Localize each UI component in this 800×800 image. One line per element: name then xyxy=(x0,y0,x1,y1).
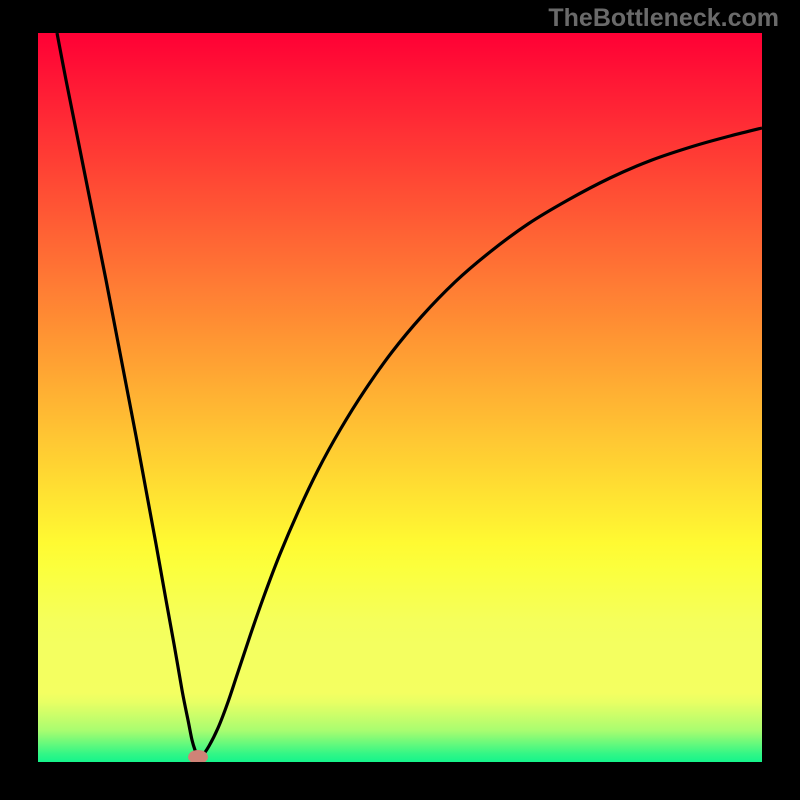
plot-background xyxy=(38,33,762,762)
watermark-text: TheBottleneck.com xyxy=(548,4,779,33)
frame-right xyxy=(762,0,800,800)
frame-left xyxy=(0,0,38,800)
bottleneck-chart xyxy=(0,0,800,800)
frame-bottom xyxy=(0,762,800,800)
